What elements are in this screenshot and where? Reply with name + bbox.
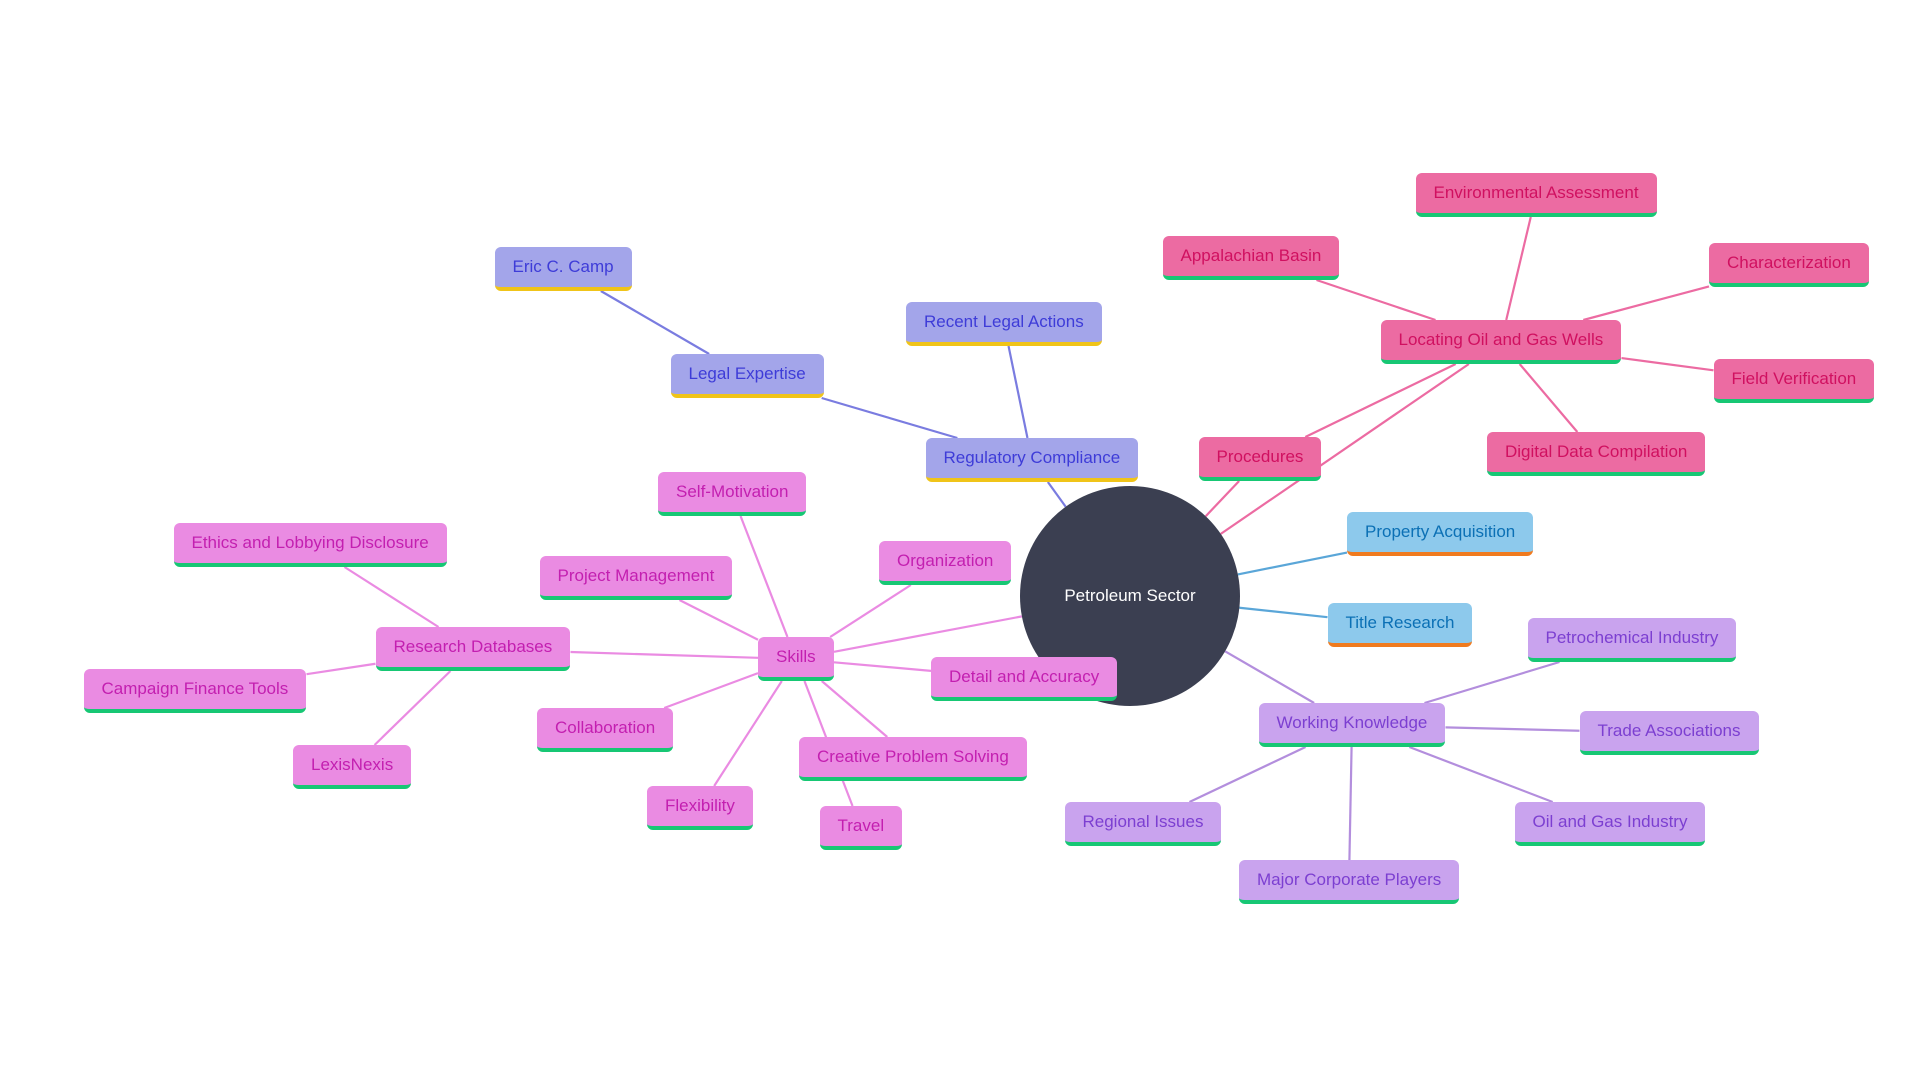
edge-reg-legal xyxy=(822,398,958,438)
node-selfmo: Self-Motivation xyxy=(658,472,806,516)
node-petro: Petrochemical Industry xyxy=(1528,618,1737,662)
edge-center-title xyxy=(1239,608,1327,617)
node-reg: Regulatory Compliance xyxy=(926,438,1139,482)
node-rdb: Research Databases xyxy=(376,627,571,671)
node-env: Environmental Assessment xyxy=(1416,173,1657,217)
edge-working-oilgas xyxy=(1409,747,1552,802)
node-projm: Project Management xyxy=(540,556,733,600)
node-appal: Appalachian Basin xyxy=(1163,236,1340,280)
node-collab: Collaboration xyxy=(537,708,673,752)
edge-center-proc xyxy=(1206,481,1239,516)
edge-skills-flex xyxy=(714,681,782,786)
edge-locating-env xyxy=(1506,217,1531,320)
edge-rdb-lexis xyxy=(375,671,451,745)
node-recent: Recent Legal Actions xyxy=(906,302,1102,346)
node-char: Characterization xyxy=(1709,243,1869,287)
node-skills: Skills xyxy=(758,637,834,681)
edge-skills-detail xyxy=(834,662,931,671)
node-legal: Legal Expertise xyxy=(671,354,824,398)
edge-skills-rdb xyxy=(571,652,759,658)
edge-working-regional xyxy=(1189,747,1305,802)
node-campfin: Campaign Finance Tools xyxy=(84,669,307,713)
edge-legal-eric xyxy=(601,291,709,354)
edge-skills-selfmo xyxy=(741,516,788,637)
node-oilgas: Oil and Gas Industry xyxy=(1515,802,1706,846)
edge-working-trade xyxy=(1446,727,1580,730)
edge-center-reg xyxy=(1048,482,1066,507)
node-digital: Digital Data Compilation xyxy=(1487,432,1705,476)
edge-rdb-ethics xyxy=(344,567,438,627)
edge-reg-recent xyxy=(1009,346,1028,438)
edge-locating-proc xyxy=(1305,364,1455,437)
node-org: Organization xyxy=(879,541,1011,585)
node-detail: Detail and Accuracy xyxy=(931,657,1117,701)
node-proc: Procedures xyxy=(1199,437,1322,481)
node-locating: Locating Oil and Gas Wells xyxy=(1381,320,1622,364)
edge-skills-creative xyxy=(822,681,888,737)
node-regional: Regional Issues xyxy=(1065,802,1222,846)
node-field: Field Verification xyxy=(1714,359,1875,403)
node-trade: Trade Associations xyxy=(1580,711,1759,755)
edge-working-major xyxy=(1349,747,1351,860)
node-prop: Property Acquisition xyxy=(1347,512,1533,556)
edge-locating-digital xyxy=(1520,364,1578,432)
edge-skills-projm xyxy=(679,600,758,640)
node-travel: Travel xyxy=(820,806,903,850)
edge-locating-field xyxy=(1622,358,1714,370)
edge-center-working xyxy=(1225,651,1314,703)
edge-skills-org xyxy=(830,585,911,637)
node-title: Title Research xyxy=(1328,603,1473,647)
node-flex: Flexibility xyxy=(647,786,753,830)
edge-center-prop xyxy=(1238,553,1347,575)
edge-skills-collab xyxy=(664,673,758,708)
node-eric: Eric C. Camp xyxy=(495,247,632,291)
node-ethics: Ethics and Lobbying Disclosure xyxy=(174,523,447,567)
edge-locating-appal xyxy=(1316,280,1435,320)
edge-locating-char xyxy=(1583,286,1709,320)
edge-working-petro xyxy=(1424,662,1559,703)
node-working: Working Knowledge xyxy=(1259,703,1446,747)
node-lexis: LexisNexis xyxy=(293,745,411,789)
edge-center-skills xyxy=(834,616,1022,651)
edge-rdb-campfin xyxy=(307,664,376,674)
node-creative: Creative Problem Solving xyxy=(799,737,1027,781)
node-major: Major Corporate Players xyxy=(1239,860,1459,904)
